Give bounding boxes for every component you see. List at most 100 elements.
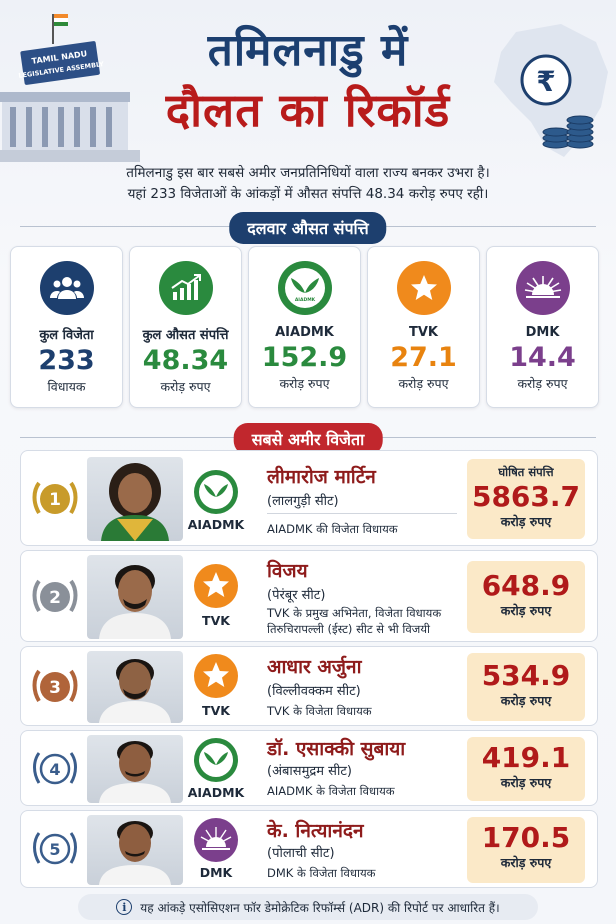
winner-description: TVK के विजेता विधायक — [267, 704, 372, 718]
section-party-heading: दलवार औसत संपत्ति — [229, 212, 387, 244]
party-name: AIADMK — [187, 785, 245, 800]
rank-number: 2 — [49, 588, 61, 608]
growth-chart-icon — [158, 261, 213, 315]
rank-number: 3 — [49, 678, 61, 698]
avatar — [87, 815, 183, 885]
asset-box: 419.1 करोड़ रुपए — [467, 737, 585, 801]
party-stats: कुल विजेता 233 विधायक कुल औसत संपत्ति 48… — [8, 246, 608, 410]
party-name: TVK — [202, 613, 230, 628]
list-item: 3 TVK आधार अर्जुना (विल्लीवक्कम सीट) TVK… — [20, 646, 598, 726]
asset-box: 170.5 करोड़ रुपए — [467, 817, 585, 883]
aiadmk-leaf-icon — [194, 470, 238, 514]
asset-value: 170.5 — [481, 821, 571, 854]
subtitle: तमिलनाडु इस बार सबसे अमीर जनप्रतिनिधियों… — [40, 163, 576, 205]
stat-unit: करोड़ रुपए — [398, 376, 449, 391]
asset-value: 419.1 — [481, 741, 571, 774]
section-richest-heading: सबसे अमीर विजेता — [233, 423, 383, 455]
aiadmk-leaf-icon — [194, 738, 238, 782]
winner-seat: (लालगुड़ी सीट) — [267, 494, 339, 509]
star-icon — [194, 564, 238, 608]
assembly-building-illustration: TAMIL NADU LEGISLATIVE ASSEMBLY — [0, 14, 140, 162]
winner-seat: (विल्लीवक्कम सीट) — [267, 684, 361, 699]
footer-text: यह आंकड़े एसोसिएशन फॉर डेमोक्रेटिक रिफॉर… — [140, 900, 500, 915]
stat-unit: विधायक — [47, 379, 86, 394]
party-name: TVK — [202, 703, 230, 718]
subtitle-line2: यहां 233 विजेताओं के आंकड़ों में औसत संप… — [127, 186, 489, 202]
winner-seat: (पोलाची सीट) — [267, 846, 335, 861]
star-icon — [396, 261, 451, 315]
asset-box: 648.9 करोड़ रुपए — [467, 561, 585, 633]
stat-unit: करोड़ रुपए — [279, 376, 330, 391]
stat-unit: करोड़ रुपए — [517, 376, 568, 391]
stat-value: 27.1 — [390, 342, 457, 373]
stat-card-average-assets: कुल औसत संपत्ति 48.34 करोड़ रुपए — [129, 246, 242, 408]
winner-name: आधार अर्जुना — [267, 656, 362, 678]
winner-name: के. नित्यानंदन — [267, 820, 364, 842]
avatar — [87, 651, 183, 723]
rising-sun-icon — [515, 261, 570, 315]
asset-heading: घोषित संपत्ति — [498, 465, 554, 479]
winner-description: AIADMK के विजेता विधायक — [267, 784, 395, 798]
avatar — [87, 735, 183, 803]
stat-label: कुल औसत संपत्ति — [142, 328, 229, 343]
stat-label: कुल विजेता — [39, 328, 94, 343]
rising-sun-icon — [194, 818, 238, 862]
stat-unit: करोड़ रुपए — [160, 379, 211, 394]
asset-value: 648.9 — [481, 569, 571, 602]
rank-medal-icon: 2 — [32, 579, 78, 613]
header: TAMIL NADU LEGISLATIVE ASSEMBLY तमिलनाडु… — [0, 0, 616, 162]
winner-name: डॉ. एसाक्की सुबाया — [267, 738, 406, 760]
asset-box: घोषित संपत्ति 5863.7 करोड़ रुपए — [467, 459, 585, 539]
tamil-nadu-map-illustration: ₹ — [494, 24, 608, 157]
aiadmk-logo-text: AIADMK — [294, 297, 315, 303]
main-title-line2: दौलत का रिकॉर्ड — [165, 83, 451, 137]
stat-card-total-winners: कुल विजेता 233 विधायक — [10, 246, 123, 408]
source-footer: i यह आंकड़े एसोसिएशन फॉर डेमोक्रेटिक रिफ… — [78, 894, 538, 920]
stat-label: TVK — [408, 325, 438, 340]
main-title-line1: तमिलनाडु में — [207, 25, 409, 76]
stat-label: DMK — [525, 325, 560, 340]
winner-seat: (अंबासमुद्रम सीट) — [267, 764, 352, 779]
asset-unit: करोड़ रुपए — [500, 855, 552, 870]
rank-medal-icon: 3 — [32, 669, 78, 703]
winner-description: AIADMK की विजेता विधायक — [267, 522, 398, 536]
star-icon — [194, 654, 238, 698]
stat-card-dmk: DMK 14.4 करोड़ रुपए — [486, 246, 599, 408]
winner-description: TVK के प्रमुख अभिनेता, विजेता विधायक तिर… — [267, 606, 442, 636]
asset-unit: करोड़ रुपए — [500, 603, 552, 618]
winner-description: DMK के विजेता विधायक — [267, 866, 376, 880]
rupee-symbol: ₹ — [536, 65, 555, 98]
asset-unit: करोड़ रुपए — [500, 514, 552, 529]
rank-medal-icon: 1 — [32, 481, 78, 515]
asset-unit: करोड़ रुपए — [500, 693, 552, 708]
list-item: 5 DMK के. नित्यानंदन (पोलाची सीट) DMK के… — [20, 810, 598, 888]
rank-medal-icon: 5 — [33, 832, 77, 865]
rank-number: 5 — [49, 840, 60, 859]
winner-name: विजय — [267, 560, 308, 582]
people-group-icon — [39, 261, 94, 315]
stat-value: 14.4 — [509, 342, 576, 373]
stat-label: AIADMK — [275, 325, 334, 340]
divider — [267, 513, 457, 514]
stat-value: 48.34 — [142, 345, 229, 376]
asset-unit: करोड़ रुपए — [500, 775, 552, 790]
rank-number: 4 — [49, 760, 60, 779]
info-icon: i — [116, 899, 133, 915]
subtitle-line1: तमिलनाडु इस बार सबसे अमीर जनप्रतिनिधियों… — [126, 165, 490, 181]
stat-card-aiadmk: AIADMK AIADMK 152.9 करोड़ रुपए — [248, 246, 361, 408]
list-item: 4 AIADMK डॉ. एसाक्की सुबाया (अंबासमुद्रम… — [20, 730, 598, 806]
rank-medal-icon: 4 — [33, 752, 77, 785]
list-item: 2 TVK विजय (पेरंबूर सीट) TVK के प्रमुख अ… — [20, 550, 598, 642]
asset-value: 5863.7 — [471, 480, 581, 513]
avatar — [87, 555, 183, 639]
avatar — [87, 457, 183, 541]
asset-box: 534.9 करोड़ रुपए — [467, 653, 585, 721]
party-name: AIADMK — [187, 517, 245, 532]
party-name: DMK — [199, 865, 233, 880]
winner-seat: (पेरंबूर सीट) — [267, 588, 326, 603]
aiadmk-leaf-icon: AIADMK — [277, 261, 332, 315]
list-item: 1 AIADMK लीमारोज मार्टिन (लालगुड़ी सीट) … — [20, 450, 598, 546]
winner-name: लीमारोज मार्टिन — [267, 466, 376, 488]
stat-card-tvk: TVK 27.1 करोड़ रुपए — [367, 246, 480, 408]
